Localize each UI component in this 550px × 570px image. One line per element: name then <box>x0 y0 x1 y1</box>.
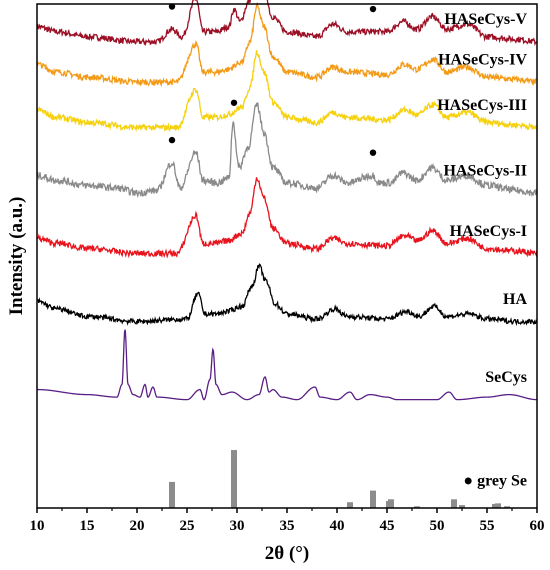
series-label-hasecys-v: HASeCys-V <box>444 11 527 28</box>
y-axis-title: Intensity (a.u.) <box>6 197 27 316</box>
series-label-hasecys-i: HASeCys-I <box>450 223 527 240</box>
x-tick-label: 15 <box>80 518 95 534</box>
series-labels: HASeCys-V HASeCys-IV HASeCys-III HASeCys-II… <box>437 11 527 489</box>
peak-markers <box>168 3 377 156</box>
reference-bar <box>504 506 510 508</box>
series-label-ha: HA <box>503 291 527 308</box>
series-line-secys <box>37 329 537 401</box>
reference-bar <box>347 502 353 508</box>
reference-bar <box>451 499 457 508</box>
series-line-hasecys-v <box>36 0 538 47</box>
series-line-hasecys-ii <box>36 102 538 199</box>
x-tick-label: 50 <box>430 518 445 534</box>
peak-marker <box>369 5 377 13</box>
x-tick-label: 40 <box>330 518 345 534</box>
peak-marker <box>230 99 238 106</box>
series-label-hasecys-iv: HASeCys-IV <box>438 51 527 68</box>
peak-marker <box>168 136 176 144</box>
reference-bar <box>370 490 376 508</box>
series-label-hasecys-ii: HASeCys-II <box>443 162 527 179</box>
x-tick-label: 10 <box>30 518 45 534</box>
x-tick-label: 55 <box>480 518 495 534</box>
x-tick-label: 30 <box>230 518 245 534</box>
series-line-ha <box>36 263 538 326</box>
x-axis-ticks: 10 15 20 25 30 35 40 45 50 55 60 <box>30 508 545 534</box>
reference-bar <box>495 503 501 508</box>
reference-bar <box>414 506 420 508</box>
reference-pattern <box>169 450 510 508</box>
reference-bar <box>459 505 465 508</box>
peak-marker <box>168 3 176 10</box>
x-tick-label: 20 <box>130 518 145 534</box>
series-lines <box>36 0 538 401</box>
x-tick-label: 45 <box>380 518 395 534</box>
series-line-hasecys-iii <box>36 50 538 132</box>
series-line-hasecys-iv <box>36 1 537 88</box>
series-line-hasecys-i <box>36 177 538 259</box>
series-label-secys: SeCys <box>485 369 527 386</box>
reference-bar <box>169 481 175 508</box>
reference-label: ● grey Se <box>463 472 527 489</box>
x-tick-label: 35 <box>280 518 295 534</box>
x-tick-label: 60 <box>530 518 545 534</box>
series-label-hasecys-iii: HASeCys-III <box>437 97 527 114</box>
peak-marker <box>369 149 377 156</box>
x-tick-label: 25 <box>180 518 195 534</box>
x-axis-title: 2θ (°) <box>265 543 309 564</box>
reference-bar <box>231 450 237 508</box>
reference-bar <box>388 499 394 508</box>
